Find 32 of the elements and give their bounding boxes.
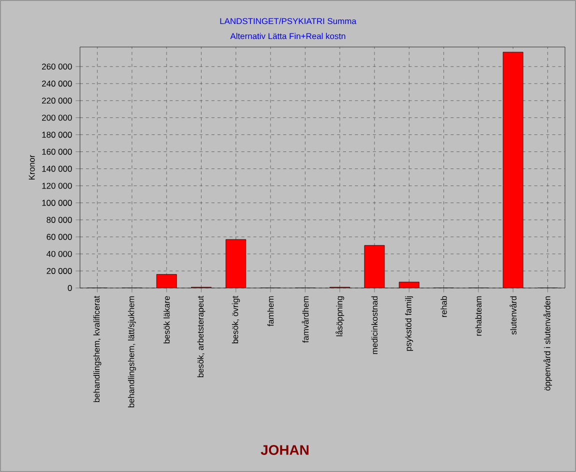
- y-tick-label: 80 000: [46, 216, 72, 223]
- x-tick-label: famvårdhem: [302, 296, 309, 343]
- x-tick-label: slutenvård: [510, 296, 516, 335]
- x-tick-label: behandlingshem, lätt/sjukhem: [128, 296, 136, 408]
- x-tick-label: behandlingshem, kvalificerat: [93, 296, 102, 402]
- x-tick-label: besök, övrigt: [232, 296, 240, 344]
- x-tick-label: rehab: [440, 296, 447, 317]
- y-tick-label: 180 000: [42, 132, 72, 138]
- x-tick-label: psykstöd familj: [405, 296, 414, 351]
- y-tick-label: 260 000: [42, 64, 72, 70]
- x-tick-label: famhem: [267, 296, 274, 326]
- x-tick-label: medicinkostnad: [371, 296, 378, 354]
- x-tick-label: låsöppning: [336, 296, 344, 336]
- y-tick-label: 100 000: [42, 200, 72, 206]
- x-tick-label: besök läkare: [163, 296, 170, 344]
- y-tick-label: 140 000: [42, 166, 72, 172]
- chart-title: LANDSTINGET/PSYKIATRI Summa: [220, 18, 356, 24]
- x-tick-label: besök, arbetsterapeut: [197, 296, 206, 378]
- x-tick-label: öppenvård i slutenvården: [543, 296, 552, 391]
- y-tick-label: 220 000: [42, 98, 72, 104]
- y-tick-label: 40 000: [46, 250, 72, 257]
- y-tick-label: 200 000: [42, 114, 72, 121]
- y-axis-title: Kronor: [28, 154, 35, 180]
- y-tick-label: 0: [68, 285, 72, 291]
- chart-subtitle: Alternativ Lätta Fin+Real kostn: [230, 32, 346, 40]
- y-tick-label: 20 000: [46, 268, 72, 274]
- y-tick-label: 240 000: [42, 80, 72, 87]
- y-tick-label: 160 000: [42, 148, 72, 155]
- y-tick-label: 60 000: [46, 234, 72, 240]
- x-axis-title: JOHAN: [260, 445, 308, 455]
- x-tick-label: rehabteam: [475, 296, 482, 336]
- y-tick-label: 120 000: [42, 182, 72, 189]
